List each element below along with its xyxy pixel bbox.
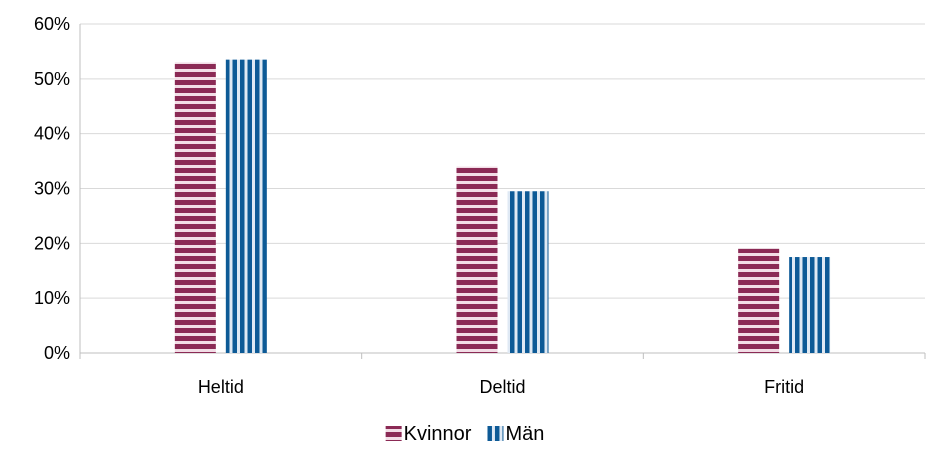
y-tick-label: 10% bbox=[34, 288, 70, 308]
legend-swatch bbox=[487, 426, 504, 441]
legend-label: Kvinnor bbox=[404, 423, 472, 445]
y-tick-label: 20% bbox=[34, 233, 70, 253]
y-tick-label: 30% bbox=[34, 179, 70, 199]
legend-item: Män bbox=[487, 423, 544, 445]
y-tick-label: 60% bbox=[34, 14, 70, 34]
y-tick-label: 0% bbox=[44, 343, 70, 363]
y-tick-label: 40% bbox=[34, 124, 70, 144]
bar-m-n-deltid bbox=[507, 191, 549, 353]
bar-m-n-fritid bbox=[789, 257, 831, 353]
bar-kvinnor-heltid bbox=[174, 62, 216, 354]
legend-label: Män bbox=[505, 423, 544, 445]
bars bbox=[174, 59, 831, 354]
bar-m-n-heltid bbox=[225, 59, 267, 354]
axes bbox=[79, 24, 926, 359]
x-category-label: Fritid bbox=[764, 377, 804, 397]
legend-swatch bbox=[385, 426, 402, 441]
y-tick-label: 50% bbox=[34, 69, 70, 89]
legend-item: Kvinnor bbox=[385, 423, 472, 445]
bar-kvinnor-fritid bbox=[738, 248, 780, 353]
x-category-label: Deltid bbox=[479, 377, 525, 397]
axis-labels: 0% 10% 20% 30% 40% 50% 60% Heltid Deltid Fritid bbox=[34, 14, 804, 397]
bar-kvinnor-deltid bbox=[456, 166, 498, 353]
gridlines bbox=[80, 23, 925, 299]
x-category-label: Heltid bbox=[198, 377, 244, 397]
legend: Kvinnor Män bbox=[385, 423, 544, 445]
